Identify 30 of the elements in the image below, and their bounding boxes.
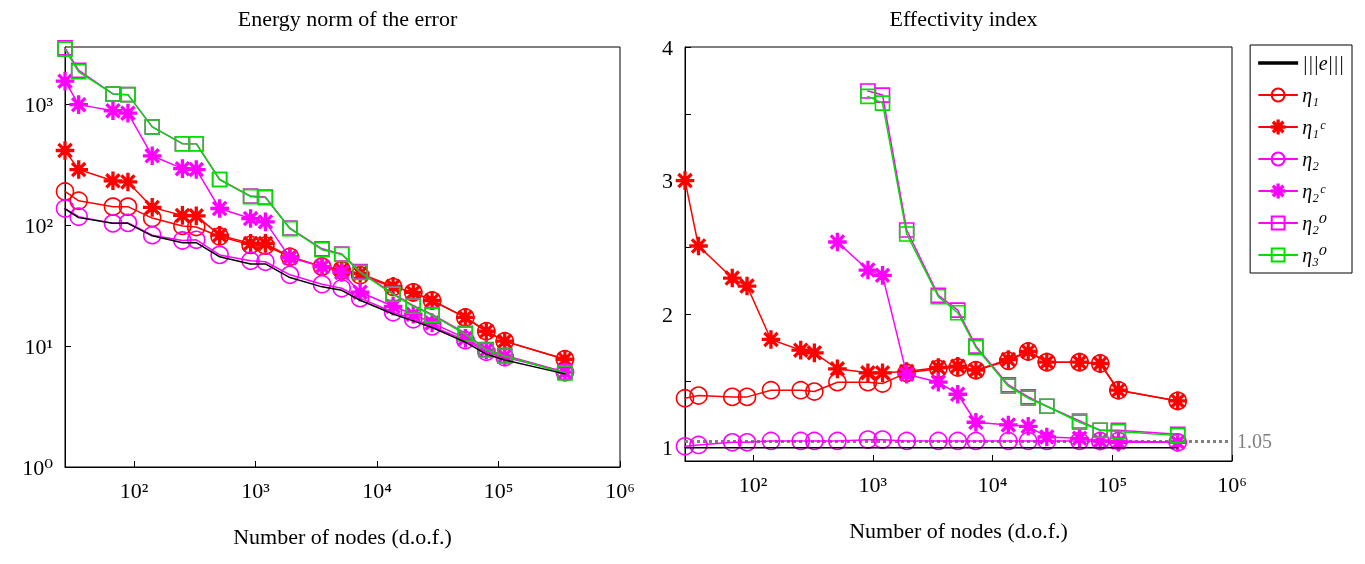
y-tick-label: 3 <box>662 168 673 194</box>
y-tick-label: 1 <box>662 435 673 461</box>
x-tick-label: 10⁵ <box>483 477 514 503</box>
x-tick-label: 10⁶ <box>605 477 635 503</box>
legend-label: η₃⁰ <box>1302 244 1328 267</box>
x-axis-title: Number of nodes (d.o.f.) <box>849 517 1068 543</box>
x-tick-label: 10² <box>738 471 768 497</box>
legend-label: |||e||| <box>1302 52 1345 75</box>
x-axis-title: Number of nodes (d.o.f.) <box>233 523 452 549</box>
x-tick-label: 10⁴ <box>362 477 393 503</box>
y-tick-label: 10⁰ <box>22 454 54 480</box>
x-tick-label: 10⁴ <box>977 471 1008 497</box>
legend-label: η₁ <box>1302 84 1320 107</box>
chart-title: Effectivity index <box>889 5 1038 31</box>
y-tick-label: 10³ <box>24 92 54 118</box>
chart-title: Energy norm of the error <box>237 5 458 31</box>
x-tick-label: 10⁵ <box>1097 471 1128 497</box>
legend-label: η₂ <box>1302 148 1320 171</box>
legend-label: η₁ᶜ <box>1302 116 1327 139</box>
x-tick-label: 10³ <box>241 477 271 503</box>
y-tick-label: 2 <box>662 301 673 327</box>
legend-label: η₂⁰ <box>1302 212 1328 235</box>
y-tick-label: 10¹ <box>24 333 53 359</box>
y-tick-label: 4 <box>662 34 673 60</box>
y-tick-label: 10² <box>24 212 54 238</box>
legend-label: η₂ᶜ <box>1302 180 1327 203</box>
ref-line-label: 1.05 <box>1237 429 1272 452</box>
x-tick-label: 10² <box>119 477 149 503</box>
x-tick-label: 10³ <box>858 471 888 497</box>
x-tick-label: 10⁶ <box>1217 471 1247 497</box>
